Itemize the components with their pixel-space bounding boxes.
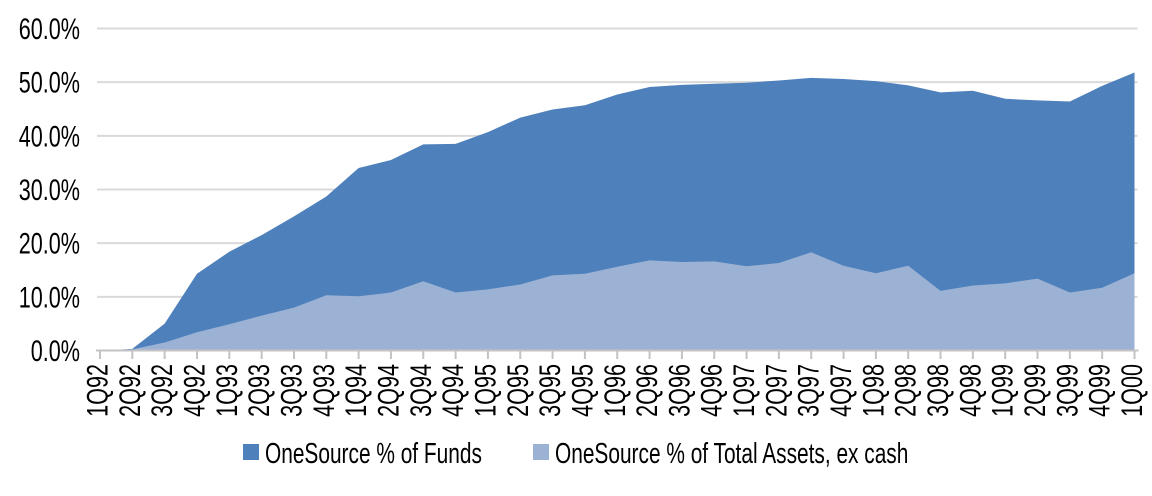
y-axis-labels: 60.0% 50.0% 40.0% 30.0% 20.0% 10.0% 0.0% — [19, 11, 80, 367]
x-axis-tick-label: 2Q99 — [1017, 364, 1051, 417]
x-axis-tick-label: 2Q98 — [888, 364, 922, 417]
x-axis-tick-label: 4Q97 — [823, 364, 857, 417]
x-axis-tick-label: 3Q95 — [533, 364, 567, 417]
x-axis-tick-label: 4Q93 — [306, 364, 340, 417]
x-axis-tick-label: 1Q98 — [856, 364, 890, 417]
x-axis-tick-label: 3Q98 — [920, 364, 954, 417]
x-axis-tick-label: 1Q97 — [727, 364, 761, 417]
x-axis-tick-label: 1Q00 — [1114, 364, 1148, 417]
x-axis-tick-label: 1Q93 — [209, 364, 243, 417]
x-axis-labels: 1Q922Q923Q924Q921Q932Q933Q934Q931Q942Q94… — [80, 364, 1149, 417]
y-axis-tick-label: 20.0% — [19, 226, 80, 260]
x-axis-tick-label: 4Q95 — [565, 364, 599, 417]
legend-swatch-funds-icon — [243, 444, 259, 460]
x-axis-tick-label: 1Q96 — [597, 364, 631, 417]
x-axis-tick-label: 4Q98 — [953, 364, 987, 417]
assets-area-series — [100, 252, 1135, 351]
x-axis-tick-label: 1Q99 — [985, 364, 1019, 417]
y-axis-tick-label: 60.0% — [19, 11, 80, 45]
x-axis-tick-label: 4Q99 — [1082, 364, 1116, 417]
y-axis-tick-label: 10.0% — [19, 280, 80, 314]
x-axis-tick-label: 2Q97 — [759, 364, 793, 417]
y-axis-tick-label: 0.0% — [31, 333, 80, 367]
legend: OneSource % of Funds OneSource % of Total… — [243, 438, 908, 470]
legend-label-assets: OneSource % of Total Assets, ex cash — [555, 438, 908, 470]
x-axis-tick-label: 4Q96 — [694, 364, 728, 417]
x-axis-tick-label: 3Q96 — [662, 364, 696, 417]
x-axis-tick-label: 2Q94 — [371, 364, 405, 417]
y-axis-tick-label: 30.0% — [19, 172, 80, 206]
legend-swatch-assets-icon — [533, 444, 549, 460]
x-axis-tick-label: 3Q92 — [145, 364, 179, 417]
x-axis-tick-label: 2Q93 — [242, 364, 276, 417]
x-axis-tick-label: 3Q93 — [274, 364, 308, 417]
x-axis-tick-label: 3Q94 — [403, 364, 437, 417]
x-axis-tick-label: 1Q92 — [80, 364, 114, 417]
x-axis-tick-label: 3Q99 — [1050, 364, 1084, 417]
y-axis-tick-label: 50.0% — [19, 65, 80, 99]
x-axis-tick-label: 2Q92 — [112, 364, 146, 417]
x-axis-tick-label: 4Q94 — [436, 364, 470, 417]
x-axis-tick-label: 3Q97 — [791, 364, 825, 417]
y-axis-tick-label: 40.0% — [19, 119, 80, 153]
x-axis — [96, 349, 1139, 359]
x-axis-tick-label: 2Q96 — [630, 364, 664, 417]
x-axis-tick-label: 1Q94 — [339, 364, 373, 417]
x-axis-tick-label: 2Q95 — [500, 364, 534, 417]
x-axis-tick-label: 1Q95 — [468, 364, 502, 417]
legend-label-funds: OneSource % of Funds — [265, 438, 482, 470]
x-axis-tick-label: 4Q92 — [177, 364, 211, 417]
